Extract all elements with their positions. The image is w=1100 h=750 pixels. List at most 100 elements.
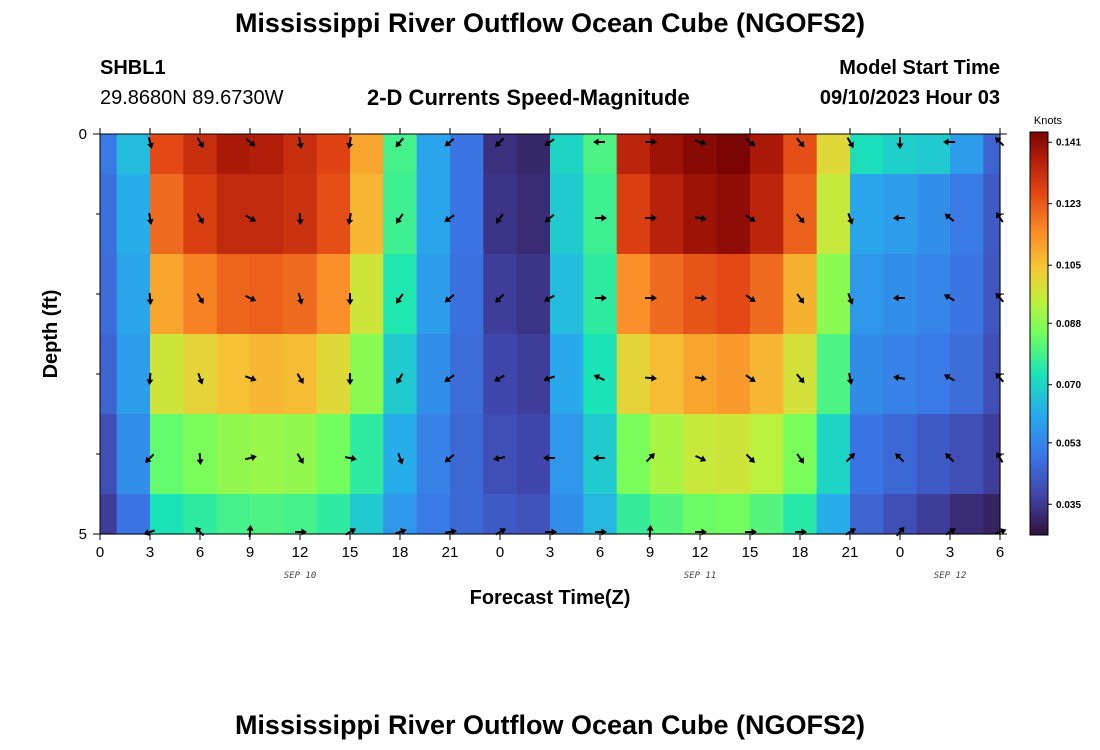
heat-cell — [950, 174, 984, 255]
current-arrow — [695, 454, 707, 462]
date-label: SEP 10 — [284, 571, 317, 581]
colorbar: Knots 0.141 0.123 0.105 0.088 0.070 0.053 0.03… — [1029, 115, 1081, 536]
heat-cell — [716, 494, 751, 535]
current-arrow-head — [543, 375, 550, 382]
heat-cell — [750, 414, 784, 495]
heat-cell — [250, 254, 284, 335]
current-arrow — [346, 212, 354, 225]
heat-cell — [383, 254, 418, 335]
current-arrow-head — [943, 138, 949, 146]
current-arrow — [297, 292, 304, 305]
colorbar-tick-label: 0.070 — [1056, 380, 1081, 391]
current-arrow — [694, 214, 707, 222]
current-arrow — [543, 454, 555, 462]
heat-cell — [150, 334, 184, 415]
current-arrow — [495, 213, 504, 224]
colorbar-tick-label: 0.141 — [1056, 138, 1081, 149]
current-arrow-head — [893, 214, 899, 222]
heat-cell — [250, 494, 284, 535]
current-arrow-head — [996, 451, 1003, 459]
current-arrow — [645, 453, 655, 463]
current-arrow-head — [748, 140, 756, 147]
current-arrow — [493, 374, 505, 382]
heat-cell — [316, 134, 351, 175]
heat-cell — [950, 494, 984, 535]
current-arrow — [593, 138, 605, 146]
current-arrow-head — [749, 295, 756, 303]
heat-cell — [816, 494, 851, 535]
heat-cell — [816, 174, 851, 255]
heat-cell — [850, 414, 884, 495]
x-tick-label: 18 — [392, 544, 409, 561]
current-arrow — [645, 214, 657, 222]
current-arrow-head — [297, 298, 304, 305]
x-tick-label: 0 — [96, 544, 104, 561]
current-arrow-head — [250, 375, 257, 382]
y-axis: 05 — [79, 126, 1007, 543]
current-arrow-head — [601, 294, 607, 302]
current-arrow-head — [847, 298, 854, 305]
heat-cell — [583, 254, 618, 335]
heat-cell — [116, 494, 151, 535]
heat-cell — [450, 334, 484, 415]
x-tick-label: 3 — [546, 544, 554, 561]
current-arrow-head — [651, 294, 657, 302]
current-arrow-head — [146, 379, 154, 385]
heat-cell — [116, 414, 151, 495]
heat-cell — [183, 174, 218, 255]
current-arrow-head — [147, 142, 154, 149]
heat-cell — [883, 174, 918, 255]
current-arrow — [796, 213, 805, 224]
x-tick-label: 6 — [996, 544, 1004, 561]
current-arrow — [895, 453, 905, 463]
heat-cell — [100, 494, 118, 535]
current-arrow-head — [895, 453, 902, 460]
heat-cell — [850, 494, 884, 535]
current-arrow-head — [346, 218, 354, 225]
current-arrow-head — [651, 374, 657, 382]
heat-cell — [216, 254, 251, 335]
current-arrow-head — [896, 143, 904, 149]
heat-cell — [250, 414, 284, 495]
current-arrow — [595, 214, 607, 222]
current-arrow-head — [797, 457, 805, 464]
current-arrow-head — [601, 214, 607, 222]
heat-cell — [516, 414, 551, 495]
footer-title: Mississippi River Outflow Ocean Cube (NG… — [234, 710, 866, 740]
current-arrow-head — [444, 375, 451, 383]
speed-heatmap-chart: 0 3 6 9 12 15 18 21 0 3 6 9 12 15 18 21 0 3 6 SEP 10 SEP 11 S… — [40, 115, 1081, 609]
heat-cell — [816, 134, 851, 175]
heat-cell — [283, 494, 318, 535]
current-arrow — [543, 375, 556, 382]
current-arrow-head — [543, 295, 551, 302]
current-arrow — [493, 454, 506, 462]
heat-cell — [783, 174, 818, 255]
heat-cell — [783, 254, 818, 335]
heat-cell — [750, 494, 784, 535]
current-arrow — [845, 453, 855, 463]
current-arrow — [645, 294, 657, 302]
heat-cell — [883, 334, 918, 415]
heat-cell — [616, 174, 651, 255]
current-arrow-head — [395, 217, 403, 224]
heat-cell — [750, 134, 784, 175]
current-arrow — [296, 136, 304, 149]
current-arrow-head — [543, 454, 549, 462]
current-arrow-head — [499, 528, 507, 535]
current-arrow-head — [495, 217, 503, 224]
page-title: Mississippi River Outflow Ocean Cube (NG… — [234, 8, 866, 38]
current-arrow-head — [846, 378, 854, 385]
heat-cell — [716, 174, 751, 255]
current-arrow — [593, 374, 605, 382]
heat-cell — [983, 174, 1001, 255]
heat-cell — [350, 254, 384, 335]
current-arrow-head — [593, 454, 599, 462]
heat-cell — [916, 254, 951, 335]
current-arrow-head — [444, 215, 451, 223]
heat-cell — [983, 414, 1001, 495]
current-arrow — [395, 213, 404, 224]
current-arrow — [893, 294, 905, 302]
current-arrow-head — [495, 140, 502, 147]
current-arrow-head — [797, 297, 805, 304]
current-arrow-head — [945, 453, 952, 460]
